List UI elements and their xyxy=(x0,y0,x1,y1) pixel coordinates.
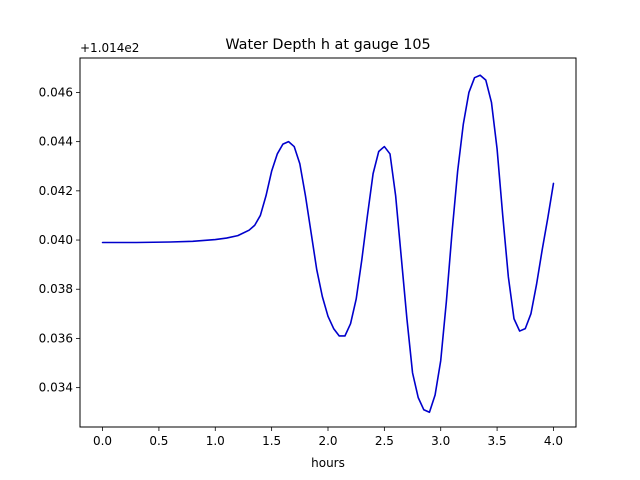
x-tick-label: 0.5 xyxy=(149,434,168,448)
x-axis-label: hours xyxy=(311,456,345,470)
x-axis-ticks: 0.0 0.5 1.0 1.5 2.0 2.5 3.0 3.5 4.0 xyxy=(93,427,563,448)
y-tick-label: 0.034 xyxy=(39,381,73,395)
y-tick-label: 0.046 xyxy=(39,85,73,99)
x-tick-label: 3.0 xyxy=(431,434,450,448)
y-axis-ticks: 0.034 0.036 0.038 0.040 0.042 0.044 0.046 xyxy=(39,85,80,395)
y-tick-label: 0.036 xyxy=(39,331,73,345)
y-offset-label: +1.014e2 xyxy=(80,41,139,55)
x-tick-label: 3.5 xyxy=(488,434,507,448)
series-line xyxy=(101,74,555,414)
y-tick-label: 0.040 xyxy=(39,233,73,247)
plot-frame xyxy=(79,57,577,428)
x-tick-label: 1.0 xyxy=(206,434,225,448)
x-tick-label: 1.5 xyxy=(262,434,281,448)
x-tick-label: 2.0 xyxy=(318,434,337,448)
y-tick-label: 0.044 xyxy=(39,135,73,149)
chart-title: Water Depth h at gauge 105 xyxy=(225,37,430,53)
y-tick-label: 0.042 xyxy=(39,184,73,198)
x-tick-label: 2.5 xyxy=(375,434,394,448)
y-tick-label: 0.038 xyxy=(39,282,73,296)
x-tick-label: 0.0 xyxy=(93,434,112,448)
x-tick-label: 4.0 xyxy=(544,434,563,448)
